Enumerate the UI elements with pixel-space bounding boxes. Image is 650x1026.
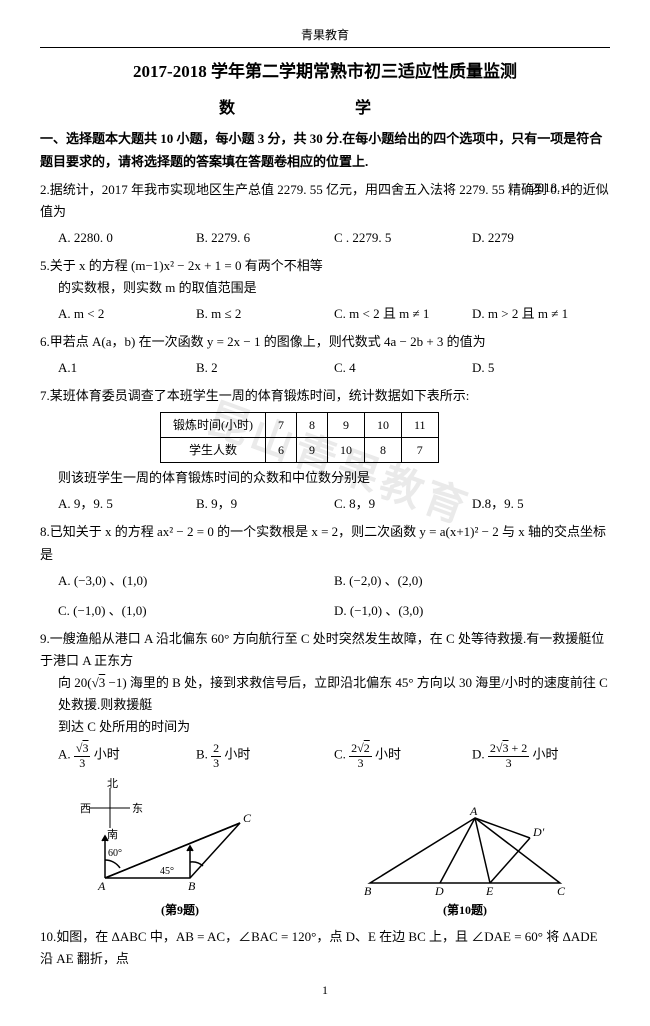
fig9-ang60: 60° (108, 848, 122, 859)
subject: 数学 (40, 95, 610, 122)
opt-7c: C. 8，9 (334, 493, 472, 515)
fig10-Dp: D′ (532, 825, 545, 839)
compass-w: 西 (80, 803, 91, 815)
fig10-B: B (364, 884, 372, 898)
question-7-line2: 则该班学生一周的体育锻炼时间的众数和中位数分别是 (58, 467, 610, 489)
figure-10-svg: A B C D E D′ (360, 803, 570, 898)
fig9-caption: (第9题) (80, 900, 280, 920)
fig10-D: D (434, 884, 444, 898)
cell: 10 (328, 437, 365, 462)
compass-s: 南 (107, 828, 118, 841)
cell: 7 (402, 437, 439, 462)
question-9-options: A. √33 小时 B. 23 小时 C. 2√23 小时 D. 2√3 + 2… (58, 742, 610, 769)
table-row: 学生人数 6 9 10 8 7 (161, 437, 439, 462)
opt-9a: A. √33 小时 (58, 742, 196, 769)
fig9-ang45: 45° (160, 866, 174, 877)
cell: 10 (365, 412, 402, 437)
opt-8a: A. (−3,0) 、(1,0) (58, 570, 334, 592)
figure-9: 北 南 东 西 A B C 60° 45° (第9题) (80, 778, 280, 920)
cell: 锻炼时间(小时) (161, 412, 266, 437)
question-9-line3: 到达 C 处所用的时间为 (58, 716, 610, 738)
question-5-options: A. m < 2 B. m ≤ 2 C. m < 2 且 m ≠ 1 D. m … (58, 303, 610, 325)
opt-9c: C. 2√23 小时 (334, 742, 472, 769)
cell: 11 (402, 412, 439, 437)
opt-7a: A. 9，9. 5 (58, 493, 196, 515)
fig9-B: B (188, 879, 196, 893)
opt-5c: C. m < 2 且 m ≠ 1 (334, 303, 472, 325)
cell: 8 (365, 437, 402, 462)
opt-7b: B. 9，9 (196, 493, 334, 515)
question-2: 2.据统计，2017 年我市实现地区生产总值 2279. 55 亿元，用四舍五入… (40, 179, 610, 223)
opt-2b: B. 2279. 6 (196, 227, 334, 249)
question-7-line1: 7.某班体育委员调查了本班学生一周的体育锻炼时间，统计数据如下表所示: (40, 385, 610, 407)
q9b-post: −1) 海里的 B 处，接到求救信号后，立即沿北偏东 45° 方向以 30 海里… (58, 675, 608, 712)
opt-8b: B. (−2,0) 、(2,0) (334, 570, 610, 592)
compass-e: 东 (132, 802, 143, 815)
opt-6b: B. 2 (196, 357, 334, 379)
cell: 7 (266, 412, 297, 437)
doc-title: 2017-2018 学年第二学期常熟市初三适应性质量监测 (40, 58, 610, 87)
question-9-line1: 9.一艘渔船从港口 A 沿北偏东 60° 方向航行至 C 处时突然发生故障，在 … (40, 628, 610, 672)
figures-row: 北 南 东 西 A B C 60° 45° (第9题) (40, 778, 610, 920)
section-1-heading: 一、选择题本大题共 10 小题，每小题 3 分，共 30 分.在每小题给出的四个… (40, 128, 610, 172)
question-6-options: A.1 B. 2 C. 4 D. 5 (58, 357, 610, 379)
opt-2a: A. 2280. 0 (58, 227, 196, 249)
cell: 学生人数 (161, 437, 266, 462)
fig10-C: C (557, 884, 566, 898)
fig9-A: A (97, 879, 106, 893)
cell: 9 (297, 437, 328, 462)
question-9-line2: 向 20(√3 −1) 海里的 B 处，接到求救信号后，立即沿北偏东 45° 方… (58, 672, 610, 716)
question-2-options: A. 2280. 0 B. 2279. 6 C . 2279. 5 D. 227… (58, 227, 610, 249)
opt-5a: A. m < 2 (58, 303, 196, 325)
opt-2c: C . 2279. 5 (334, 227, 472, 249)
cell: 8 (297, 412, 328, 437)
opt-7d: D.8，9. 5 (472, 493, 610, 515)
opt-6d: D. 5 (472, 357, 610, 379)
fig10-A: A (469, 804, 478, 818)
opt-9b: B. 23 小时 (196, 742, 334, 769)
fig9-C: C (243, 811, 252, 825)
opt-5b: B. m ≤ 2 (196, 303, 334, 325)
table-row: 锻炼时间(小时) 7 8 9 10 11 (161, 412, 439, 437)
question-5-line2: 的实数根，则实数 m 的取值范围是 (58, 277, 610, 299)
question-10: 10.如图，在 ΔABC 中，AB = AC，∠BAC = 120°，点 D、E… (40, 926, 610, 970)
cell: 9 (328, 412, 365, 437)
question-8: 8.已知关于 x 的方程 ax² − 2 = 0 的一个实数根是 x = 2，则… (40, 521, 610, 565)
page-number: 1 (40, 980, 610, 1000)
opt-8d: D. (−1,0) 、(3,0) (334, 600, 610, 622)
q9b-pre: 向 20( (58, 675, 92, 690)
opt-2d: D. 2279 (472, 227, 610, 249)
opt-6c: C. 4 (334, 357, 472, 379)
compass-n: 北 (107, 778, 118, 790)
cell: 6 (266, 437, 297, 462)
fig10-E: E (485, 884, 494, 898)
question-6: 6.甲若点 A(a，b) 在一次函数 y = 2x − 1 的图像上，则代数式 … (40, 331, 610, 353)
fig10-caption: (第10题) (360, 900, 570, 920)
question-7-table: 锻炼时间(小时) 7 8 9 10 11 学生人数 6 9 10 8 7 (160, 412, 439, 464)
opt-5d: D. m > 2 且 m ≠ 1 (472, 303, 610, 325)
page-header: 青果教育 (40, 25, 610, 48)
figure-9-svg: 北 南 东 西 A B C 60° 45° (80, 778, 280, 898)
question-5-line1: 5.关于 x 的方程 (m−1)x² − 2x + 1 = 0 有两个不相等 (40, 255, 610, 277)
question-7-options: A. 9，9. 5 B. 9，9 C. 8，9 D.8，9. 5 (58, 493, 610, 515)
figure-10: A B C D E D′ (第10题) (360, 803, 570, 920)
opt-8c: C. (−1,0) 、(1,0) (58, 600, 334, 622)
date: 2018. 4 (531, 177, 570, 199)
opt-9d: D. 2√3 + 23 小时 (472, 742, 610, 769)
opt-6a: A.1 (58, 357, 196, 379)
question-8-options: A. (−3,0) 、(1,0) B. (−2,0) 、(2,0) C. (−1… (58, 570, 610, 622)
